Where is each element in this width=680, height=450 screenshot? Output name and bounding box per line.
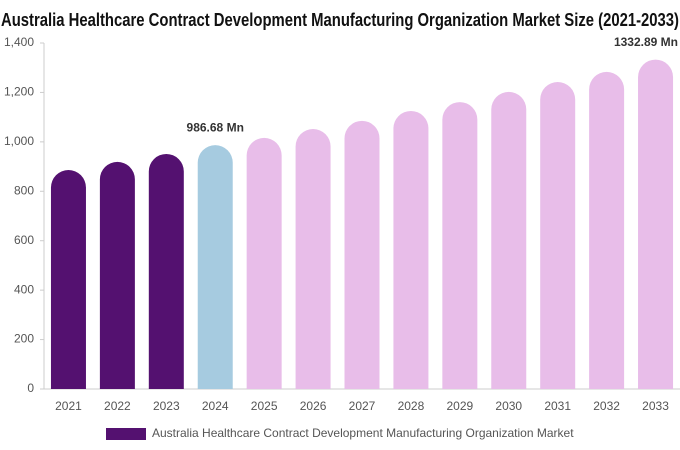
y-tick-label: 800 <box>14 183 34 197</box>
bar <box>638 59 674 389</box>
bar <box>99 161 135 389</box>
bar <box>197 145 233 389</box>
bar <box>246 137 282 389</box>
x-tick-label: 2031 <box>544 399 571 413</box>
value-label: 1332.89 Mn <box>614 35 678 49</box>
y-tick-label: 1,400 <box>4 35 34 49</box>
y-tick-label: 600 <box>14 233 34 247</box>
legend-label: Australia Healthcare Contract Developmen… <box>152 426 574 440</box>
value-label: 986.68 Mn <box>187 120 244 134</box>
x-tick-label: 2030 <box>495 399 522 413</box>
bar <box>344 120 380 389</box>
y-tick-label: 1,000 <box>4 134 34 148</box>
x-tick-label: 2029 <box>446 399 473 413</box>
x-tick-label: 2032 <box>593 399 620 413</box>
x-tick-label: 2025 <box>251 399 278 413</box>
x-tick-label: 2022 <box>104 399 131 413</box>
chart-title: Australia Healthcare Contract Developmen… <box>1 10 679 30</box>
bar <box>148 153 184 389</box>
bar <box>295 129 331 389</box>
x-tick-label: 2028 <box>398 399 425 413</box>
bar <box>540 82 576 389</box>
x-tick-label: 2033 <box>642 399 669 413</box>
y-tick-label: 1,200 <box>4 85 34 99</box>
y-tick-label: 400 <box>14 282 34 296</box>
y-tick-label: 0 <box>27 381 34 395</box>
x-tick-label: 2027 <box>349 399 376 413</box>
x-tick-label: 2024 <box>202 399 229 413</box>
x-tick-label: 2023 <box>153 399 180 413</box>
bar <box>589 71 625 390</box>
bar <box>442 102 478 390</box>
bar <box>393 110 429 389</box>
legend-swatch <box>106 428 146 440</box>
bar <box>50 170 86 389</box>
y-tick-label: 200 <box>14 332 34 346</box>
x-tick-label: 2021 <box>55 399 82 413</box>
x-tick-label: 2026 <box>300 399 327 413</box>
bar <box>491 91 527 389</box>
